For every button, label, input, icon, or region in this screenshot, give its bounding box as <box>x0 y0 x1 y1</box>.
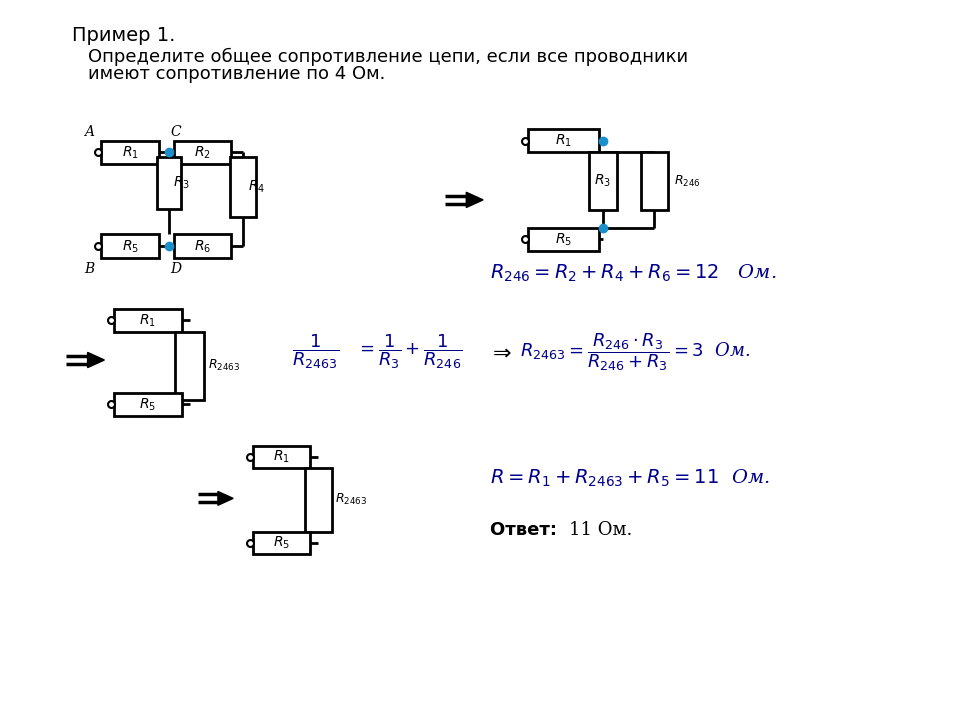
Text: $R_{2463}$: $R_{2463}$ <box>208 359 241 374</box>
Bar <box>102 140 158 164</box>
Text: $R_5$: $R_5$ <box>122 238 138 255</box>
Bar <box>114 309 181 333</box>
Bar <box>640 153 668 210</box>
Text: $\Rightarrow$: $\Rightarrow$ <box>488 342 512 362</box>
Bar <box>253 446 310 468</box>
Text: Пример 1.: Пример 1. <box>72 26 175 45</box>
Text: $R_1$: $R_1$ <box>555 132 572 149</box>
Polygon shape <box>218 492 233 505</box>
Text: $R_{2463} = \dfrac{R_{246} \cdot R_3}{R_{246} + R_3} = 3\ $ Ом.: $R_{2463} = \dfrac{R_{246} \cdot R_3}{R_… <box>519 331 750 373</box>
Text: B: B <box>84 262 94 276</box>
Text: D: D <box>171 262 181 276</box>
Text: $R_3$: $R_3$ <box>594 173 612 189</box>
Bar <box>304 468 332 532</box>
Text: Ответ:: Ответ: <box>490 521 564 539</box>
Bar <box>174 140 231 164</box>
Text: Определите общее сопротивление цепи, если все проводники: Определите общее сопротивление цепи, есл… <box>88 48 688 66</box>
Text: $R = R_1 + R_{2463} + R_5 = 11\ $ Ом.: $R = R_1 + R_{2463} + R_5 = 11\ $ Ом. <box>490 468 770 490</box>
Text: $= \dfrac{1}{R_3} + \dfrac{1}{R_{246}}$: $= \dfrac{1}{R_3} + \dfrac{1}{R_{246}}$ <box>356 333 463 372</box>
Text: $R_1$: $R_1$ <box>139 312 156 328</box>
Bar <box>589 153 617 210</box>
Text: имеют сопротивление по 4 Ом.: имеют сопротивление по 4 Ом. <box>88 66 386 84</box>
Text: $\dfrac{1}{R_{2463}}$: $\dfrac{1}{R_{2463}}$ <box>292 333 339 372</box>
Bar <box>253 532 310 554</box>
Bar <box>174 235 231 258</box>
Text: $R_5$: $R_5$ <box>274 535 290 551</box>
Text: $R_1$: $R_1$ <box>274 449 290 465</box>
Text: $R_3$: $R_3$ <box>173 175 190 192</box>
Bar <box>528 129 599 153</box>
Text: C: C <box>171 125 181 138</box>
Text: 11 Ом.: 11 Ом. <box>569 521 633 539</box>
Bar <box>230 158 256 217</box>
Text: $R_5$: $R_5$ <box>139 396 156 413</box>
Bar <box>175 333 204 400</box>
Bar <box>102 235 158 258</box>
Text: $R_4$: $R_4$ <box>248 179 265 195</box>
Polygon shape <box>467 192 483 207</box>
Text: $R_{2463}$: $R_{2463}$ <box>335 492 368 508</box>
Polygon shape <box>87 352 105 368</box>
Bar <box>528 228 599 251</box>
Text: $R_6$: $R_6$ <box>194 238 211 255</box>
Text: $R_2$: $R_2$ <box>194 144 211 161</box>
Text: A: A <box>84 125 94 138</box>
Text: $R_{246}$: $R_{246}$ <box>674 174 701 189</box>
Text: $R_1$: $R_1$ <box>122 144 138 161</box>
Bar <box>156 158 180 209</box>
Text: $R_{246} = R_2 + R_4 + R_6 = 12\ \ $ Ом.: $R_{246} = R_2 + R_4 + R_6 = 12\ \ $ Ом. <box>490 262 777 284</box>
Text: $R_5$: $R_5$ <box>555 231 572 248</box>
Bar <box>114 392 181 416</box>
